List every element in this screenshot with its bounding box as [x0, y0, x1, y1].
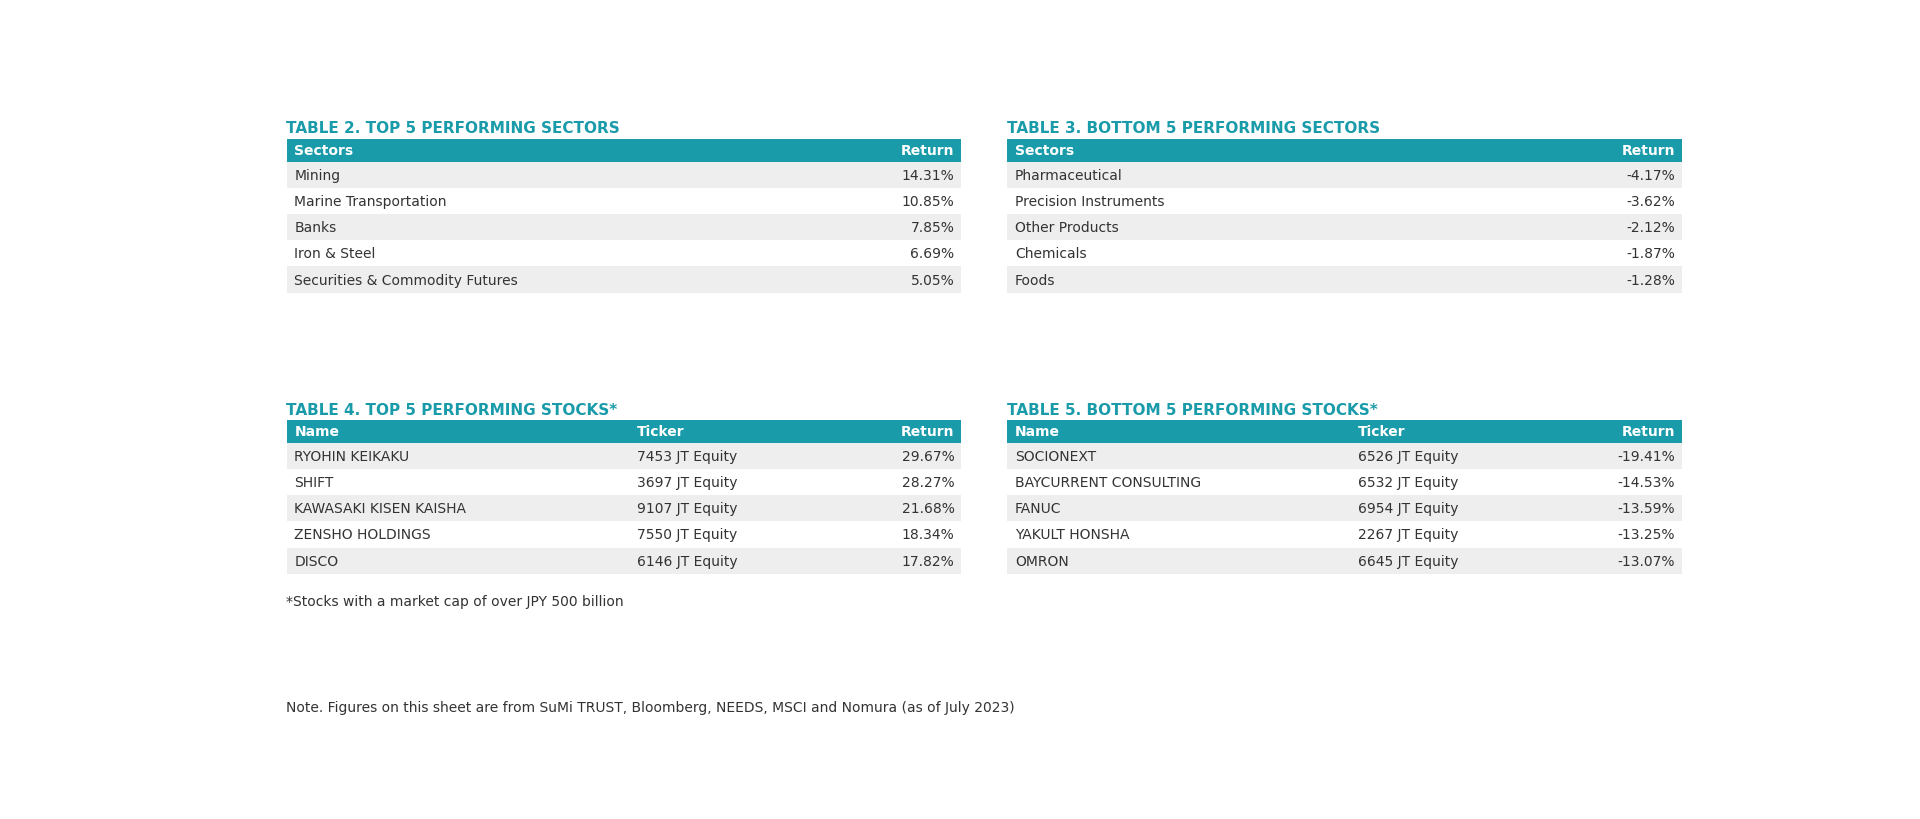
Bar [286, 188, 960, 215]
Text: TABLE 5. BOTTOM 5 PERFORMING STOCKS*: TABLE 5. BOTTOM 5 PERFORMING STOCKS* [1008, 402, 1379, 417]
Bar [1008, 420, 1682, 443]
Text: -13.25%: -13.25% [1619, 527, 1676, 542]
Text: Foods: Foods [1016, 274, 1056, 287]
Text: Ticker: Ticker [1357, 425, 1405, 439]
Text: Return: Return [1622, 144, 1676, 158]
Text: Sectors: Sectors [1016, 144, 1073, 158]
Text: Other Products: Other Products [1016, 221, 1119, 235]
Text: Mining: Mining [294, 169, 340, 183]
Text: FANUC: FANUC [1016, 502, 1062, 516]
Text: Return: Return [900, 144, 954, 158]
Text: 2267 JT Equity: 2267 JT Equity [1357, 527, 1457, 542]
Text: -14.53%: -14.53% [1619, 476, 1676, 490]
Text: SOCIONEXT: SOCIONEXT [1016, 450, 1096, 464]
Bar [286, 469, 960, 495]
Text: Marine Transportation: Marine Transportation [294, 195, 447, 209]
Text: 3697 JT Equity: 3697 JT Equity [637, 476, 737, 490]
Text: -13.59%: -13.59% [1619, 502, 1676, 516]
Text: DISCO: DISCO [294, 554, 338, 568]
Text: 6526 JT Equity: 6526 JT Equity [1357, 450, 1459, 464]
Text: Return: Return [900, 425, 954, 439]
Bar [286, 443, 960, 469]
Text: -1.28%: -1.28% [1626, 274, 1676, 287]
Text: 6954 JT Equity: 6954 JT Equity [1357, 502, 1459, 516]
Bar [286, 495, 960, 522]
Text: 7453 JT Equity: 7453 JT Equity [637, 450, 737, 464]
Text: ZENSHO HOLDINGS: ZENSHO HOLDINGS [294, 527, 430, 542]
Text: BAYCURRENT CONSULTING: BAYCURRENT CONSULTING [1016, 476, 1202, 490]
Text: KAWASAKI KISEN KAISHA: KAWASAKI KISEN KAISHA [294, 502, 467, 516]
Bar [286, 420, 960, 443]
Bar [286, 548, 960, 574]
Text: -1.87%: -1.87% [1626, 247, 1676, 261]
Text: Pharmaceutical: Pharmaceutical [1016, 169, 1123, 183]
Text: OMRON: OMRON [1016, 554, 1069, 568]
Bar [1008, 522, 1682, 548]
Text: 18.34%: 18.34% [902, 527, 954, 542]
Text: Banks: Banks [294, 221, 336, 235]
Text: 14.31%: 14.31% [902, 169, 954, 183]
Text: 28.27%: 28.27% [902, 476, 954, 490]
Bar [1008, 215, 1682, 241]
Bar [286, 267, 960, 293]
Text: Ticker: Ticker [637, 425, 685, 439]
Bar [1008, 469, 1682, 495]
Text: -2.12%: -2.12% [1626, 221, 1676, 235]
Bar [286, 139, 960, 163]
Bar [286, 522, 960, 548]
Bar [1008, 163, 1682, 188]
Text: Note. Figures on this sheet are from SuMi TRUST, Bloomberg, NEEDS, MSCI and Nomu: Note. Figures on this sheet are from SuM… [286, 699, 1016, 713]
Text: -3.62%: -3.62% [1626, 195, 1676, 209]
Text: Sectors: Sectors [294, 144, 353, 158]
Text: SHIFT: SHIFT [294, 476, 334, 490]
Text: TABLE 2. TOP 5 PERFORMING SECTORS: TABLE 2. TOP 5 PERFORMING SECTORS [286, 121, 620, 136]
Text: Chemicals: Chemicals [1016, 247, 1087, 261]
Text: Return: Return [1622, 425, 1676, 439]
Text: 21.68%: 21.68% [902, 502, 954, 516]
Bar [1008, 443, 1682, 469]
Text: Name: Name [1016, 425, 1060, 439]
Text: 10.85%: 10.85% [902, 195, 954, 209]
Text: Iron & Steel: Iron & Steel [294, 247, 376, 261]
Text: -4.17%: -4.17% [1626, 169, 1676, 183]
Bar [1008, 267, 1682, 293]
Text: YAKULT HONSHA: YAKULT HONSHA [1016, 527, 1129, 542]
Bar [1008, 188, 1682, 215]
Text: Securities & Commodity Futures: Securities & Commodity Futures [294, 274, 518, 287]
Text: 6146 JT Equity: 6146 JT Equity [637, 554, 737, 568]
Text: *Stocks with a market cap of over JPY 500 billion: *Stocks with a market cap of over JPY 50… [286, 595, 624, 609]
Text: 9107 JT Equity: 9107 JT Equity [637, 502, 737, 516]
Text: 29.67%: 29.67% [902, 450, 954, 464]
Text: TABLE 4. TOP 5 PERFORMING STOCKS*: TABLE 4. TOP 5 PERFORMING STOCKS* [286, 402, 618, 417]
Text: 6.69%: 6.69% [910, 247, 954, 261]
Text: -13.07%: -13.07% [1619, 554, 1676, 568]
Text: Precision Instruments: Precision Instruments [1016, 195, 1165, 209]
Bar [1008, 139, 1682, 163]
Text: -19.41%: -19.41% [1617, 450, 1676, 464]
Bar [1008, 548, 1682, 574]
Text: 17.82%: 17.82% [902, 554, 954, 568]
Bar [1008, 241, 1682, 267]
Text: RYOHIN KEIKAKU: RYOHIN KEIKAKU [294, 450, 409, 464]
Bar [286, 215, 960, 241]
Bar [1008, 495, 1682, 522]
Text: 5.05%: 5.05% [910, 274, 954, 287]
Text: Name: Name [294, 425, 340, 439]
Text: TABLE 3. BOTTOM 5 PERFORMING SECTORS: TABLE 3. BOTTOM 5 PERFORMING SECTORS [1008, 121, 1380, 136]
Text: 6532 JT Equity: 6532 JT Equity [1357, 476, 1457, 490]
Text: 6645 JT Equity: 6645 JT Equity [1357, 554, 1459, 568]
Bar [286, 163, 960, 188]
Bar [286, 241, 960, 267]
Text: 7550 JT Equity: 7550 JT Equity [637, 527, 737, 542]
Text: 7.85%: 7.85% [910, 221, 954, 235]
